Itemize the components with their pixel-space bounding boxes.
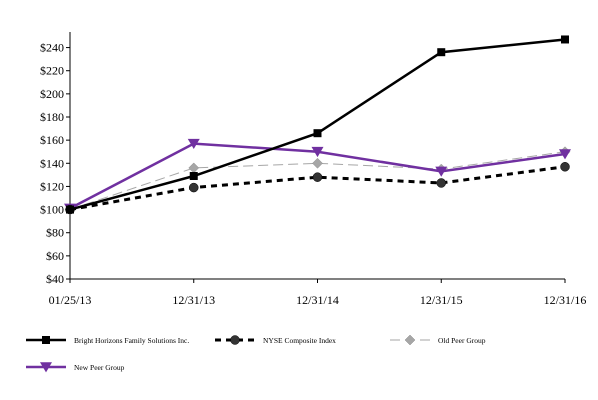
- data-point: [189, 172, 198, 181]
- data-point: [435, 166, 448, 177]
- y-tick-label: $180: [40, 110, 64, 124]
- x-tick-label: 12/31/16: [544, 293, 587, 307]
- x-tick-label: 01/25/13: [49, 293, 92, 307]
- axes: $40 $60 $80 $100 $120 $140 $160 $180 $200 $220 $24…: [40, 32, 586, 307]
- legend-marker: [42, 336, 50, 344]
- data-point: [189, 182, 199, 193]
- legend: Bright Horizons Family Solutions Inc. NYS…: [26, 334, 486, 373]
- data-point: [188, 162, 200, 174]
- series-layer: [64, 35, 571, 215]
- legend-label: Old Peer Group: [438, 336, 486, 345]
- series-bright-horizons-family-solutions-inc: [66, 35, 569, 214]
- x-tick-label: 12/31/14: [296, 293, 339, 307]
- data-point: [437, 48, 446, 57]
- legend-item: Bright Horizons Family Solutions Inc.: [26, 336, 189, 345]
- y-tick-label: $120: [40, 179, 64, 193]
- data-point: [559, 149, 571, 160]
- y-tick-label: $60: [46, 249, 64, 263]
- legend-label: NYSE Composite Index: [263, 336, 336, 345]
- y-tick-label: $220: [40, 64, 64, 78]
- legend-marker: [404, 334, 416, 346]
- data-point: [561, 35, 569, 44]
- y-tick-label: $40: [46, 272, 64, 286]
- data-point: [313, 129, 322, 138]
- legend-item: Old Peer Group: [390, 334, 486, 346]
- data-point: [436, 178, 446, 188]
- y-tick-label: $240: [40, 41, 64, 55]
- legend-marker: [230, 335, 240, 345]
- data-point: [560, 162, 570, 172]
- y-tick-label: $160: [40, 133, 64, 147]
- legend-item: New Peer Group: [26, 362, 125, 373]
- x-tick-label: 12/31/15: [420, 293, 463, 307]
- y-tick-label: $140: [40, 156, 64, 170]
- legend-label: Bright Horizons Family Solutions Inc.: [74, 336, 189, 345]
- data-point: [312, 157, 323, 169]
- data-point: [187, 138, 200, 150]
- y-tick-label: $200: [40, 87, 64, 101]
- x-tick-label: 12/31/13: [172, 293, 215, 307]
- data-point: [311, 146, 324, 158]
- data-point: [66, 205, 74, 214]
- data-point: [312, 172, 323, 182]
- y-tick-label: $80: [46, 226, 64, 240]
- y-tick-label: $100: [40, 203, 64, 217]
- legend-marker: [40, 362, 52, 373]
- legend-item: NYSE Composite Index: [215, 335, 336, 345]
- legend-label: New Peer Group: [74, 363, 125, 372]
